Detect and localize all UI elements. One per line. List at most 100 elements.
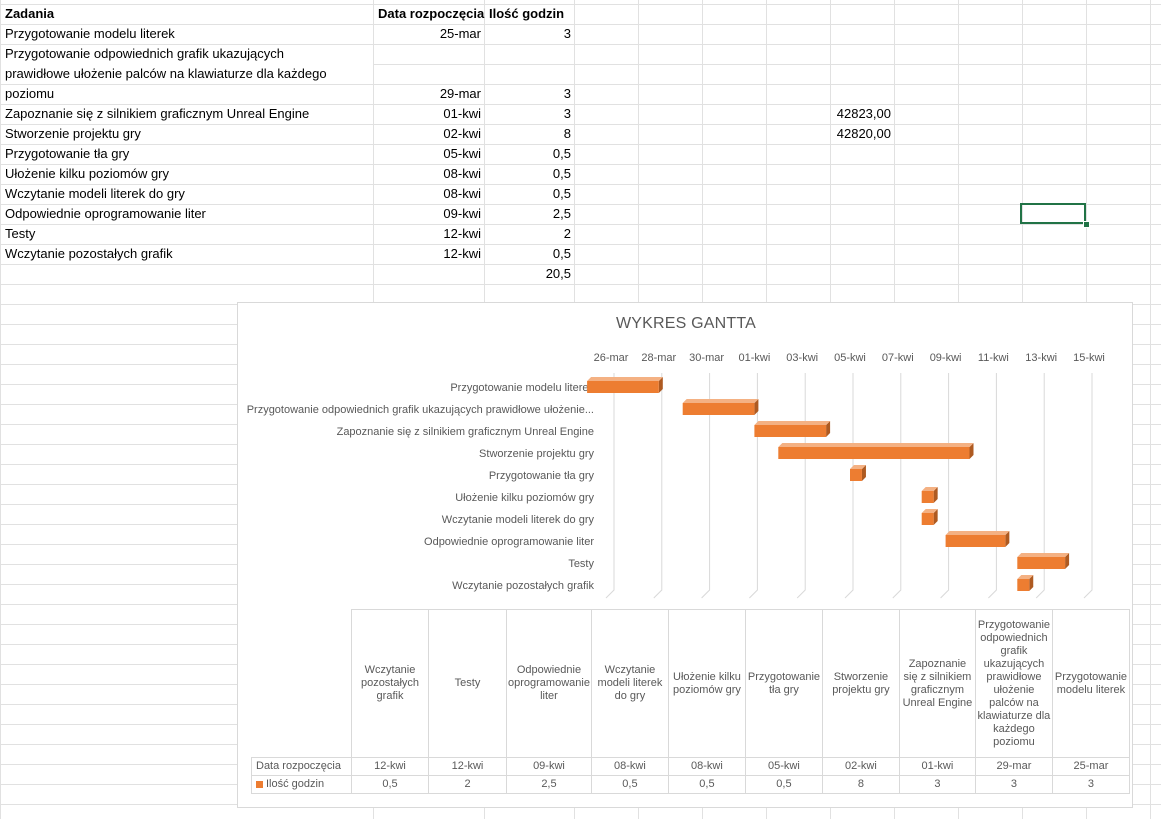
gantt-bar[interactable] [850, 469, 862, 481]
hours-cell[interactable]: 3 [563, 26, 571, 41]
task-cell[interactable]: Przygotowanie modelu literek [5, 26, 175, 41]
gridline [796, 373, 806, 599]
x-tick-label: 26-mar [594, 352, 629, 364]
table-cell: 02-kwi [821, 757, 900, 776]
chart-title: WYKRES GANTTA [615, 315, 757, 332]
number-cell[interactable]: 42823,00 [836, 106, 891, 121]
task-cell[interactable]: Przygotowanie odpowiednich grafik ukazuj… [5, 44, 327, 104]
table-column-header: Testy [428, 609, 507, 758]
task-cell[interactable]: Odpowiednie oprogramowanie liter [5, 206, 206, 221]
gantt-bar-side [933, 509, 938, 525]
gridline [892, 373, 902, 599]
category-label: Wczytanie pozostałych grafik [452, 580, 594, 592]
header-data-rozpoczecia[interactable]: Data rozpoczęcia [378, 6, 485, 21]
table-corner [251, 609, 352, 758]
gantt-bar[interactable] [1017, 579, 1030, 591]
table-row-header: Data rozpoczęcia [251, 757, 352, 776]
gantt-bar-side [1065, 553, 1070, 569]
hours-cell[interactable]: 0,5 [552, 186, 571, 201]
gantt-bar-top [921, 487, 938, 491]
table-cell: 0,5 [667, 775, 746, 794]
start-date-cell[interactable]: 01-kwi [443, 106, 481, 121]
table-cell: 08-kwi [667, 757, 746, 776]
hours-cell[interactable]: 0,5 [552, 146, 571, 161]
x-tick-label: 28-mar [641, 352, 676, 364]
gantt-bar-top [1017, 575, 1034, 579]
hours-cell[interactable]: 0,5 [552, 246, 571, 261]
x-tick-label: 13-kwi [1025, 352, 1057, 364]
x-tick-label: 09-kwi [930, 352, 962, 364]
gantt-bar[interactable] [921, 513, 934, 525]
task-cell[interactable]: Wczytanie modeli literek do gry [5, 186, 185, 201]
fill-handle[interactable] [1083, 221, 1090, 228]
task-cell[interactable]: Zapoznanie się z silnikiem graficznym Un… [5, 106, 310, 121]
table-cell: 05-kwi [744, 757, 823, 776]
gantt-bar-side [1005, 531, 1010, 547]
category-label: Zapoznanie się z silnikiem graficznym Un… [337, 426, 594, 438]
table-cell: 08-kwi [590, 757, 669, 776]
x-tick-label: 03-kwi [786, 352, 818, 364]
total-hours-cell[interactable]: 20,5 [545, 266, 571, 281]
gantt-bar[interactable] [587, 381, 659, 393]
gantt-bar-side [658, 377, 663, 393]
task-cell[interactable]: Ułożenie kilku poziomów gry [5, 166, 170, 181]
gantt-bar-side [754, 399, 759, 415]
row-header-label: Data rozpoczęcia [256, 760, 341, 772]
start-date-cell[interactable]: 08-kwi [443, 166, 481, 181]
table-column-header: Ułożenie kilku poziomów gry [667, 609, 746, 758]
hours-cell[interactable]: 3 [563, 86, 571, 101]
hours-cell[interactable]: 0,5 [552, 166, 571, 181]
gantt-bar-side [861, 465, 866, 481]
task-cell[interactable]: Testy [5, 226, 36, 241]
start-date-cell[interactable]: 05-kwi [443, 146, 481, 161]
category-label: Odpowiednie oprogramowanie liter [424, 536, 594, 548]
gantt-bar[interactable] [921, 491, 934, 503]
hours-cell[interactable]: 3 [563, 106, 571, 121]
task-line: poziomu [5, 86, 55, 101]
gantt-bar[interactable] [1017, 557, 1066, 569]
gantt-bar[interactable] [945, 535, 1006, 547]
task-cell[interactable]: Wczytanie pozostałych grafik [5, 246, 173, 261]
gridline [749, 373, 758, 599]
selected-cell[interactable] [1020, 203, 1086, 224]
chart-data-table: Wczytanie pozostałych grafik Testy Odpowie… [251, 609, 1130, 794]
gantt-bar-side [826, 421, 831, 437]
hours-cell[interactable]: 2 [563, 226, 571, 241]
hours-cell[interactable]: 2,5 [552, 206, 571, 221]
number-cell[interactable]: 42820,00 [836, 126, 891, 141]
start-date-cell[interactable]: 09-kwi [443, 206, 481, 221]
start-date-cell[interactable]: 12-kwi [443, 226, 481, 241]
header-ilosc-godzin[interactable]: Ilość godzin [489, 6, 565, 21]
x-tick-label: 01-kwi [739, 352, 771, 364]
table-cell: 2,5 [506, 775, 592, 794]
gridline [844, 373, 854, 599]
hours-cell[interactable]: 8 [563, 126, 571, 141]
gantt-bar[interactable] [778, 447, 970, 459]
gantt-bar-top [682, 399, 759, 403]
table-cell: 0,5 [744, 775, 823, 794]
table-cell: 12-kwi [428, 757, 507, 776]
row-header-label: Ilość godzin [266, 778, 325, 790]
table-cell: 3 [1051, 775, 1130, 794]
start-date-cell[interactable]: 02-kwi [443, 126, 481, 141]
category-label: Przygotowanie odpowiednich grafik ukazuj… [247, 404, 594, 416]
table-cell: 0,5 [351, 775, 429, 794]
chart-plot: 26-mar 28-mar 30-mar 01-kwi 03-kwi 05-kwi 07-k… [247, 352, 1105, 599]
start-date-cell[interactable]: 12-kwi [443, 246, 481, 261]
gantt-bar-top [945, 531, 1010, 535]
task-cell[interactable]: Stworzenie projektu gry [5, 126, 141, 141]
x-tick-label: 11-kwi [978, 352, 1009, 364]
table-cell: 29-mar [974, 757, 1053, 776]
gridline [701, 373, 711, 599]
table-cell: 8 [821, 775, 900, 794]
gantt-bar[interactable] [682, 403, 755, 415]
header-zadania[interactable]: Zadania [5, 6, 55, 21]
start-date-cell[interactable]: 25-mar [439, 26, 481, 41]
start-date-cell[interactable]: 29-mar [439, 86, 481, 101]
task-cell[interactable]: Przygotowanie tła gry [5, 146, 130, 161]
start-date-cell[interactable]: 08-kwi [443, 186, 481, 201]
gantt-bar[interactable] [754, 425, 827, 437]
legend-key-icon [256, 780, 263, 788]
gantt-chart[interactable]: WYKRES GANTTA 26-mar 28-mar 30-mar 01-kwi 03… [237, 302, 1133, 808]
gridline [605, 373, 615, 599]
